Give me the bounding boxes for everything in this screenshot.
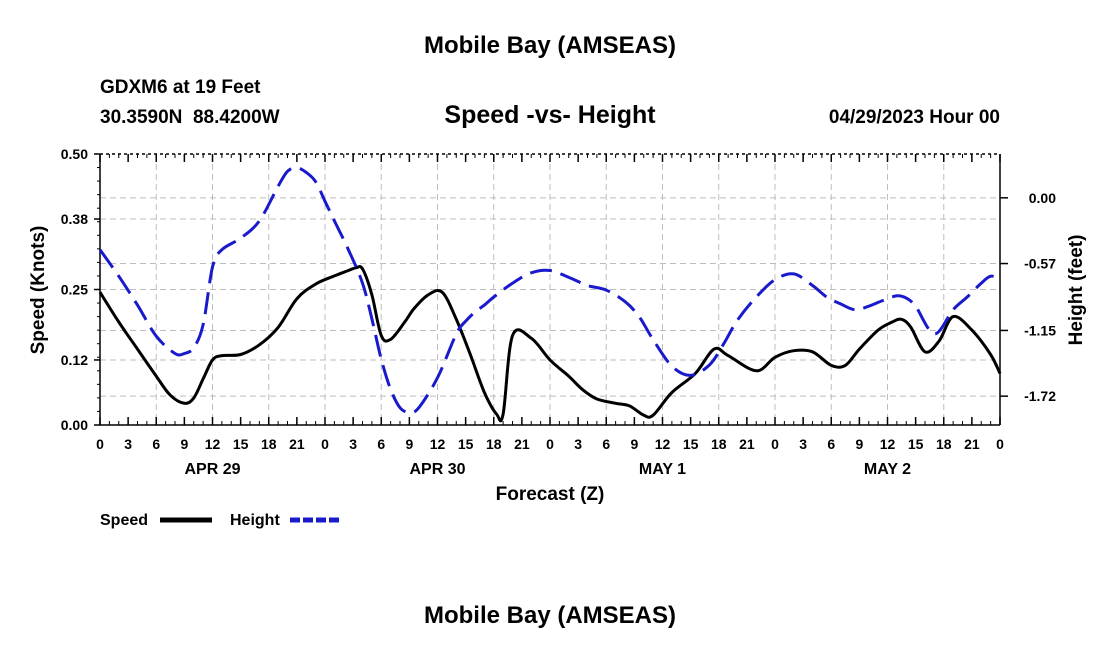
x-tick-label: 3 [799,436,807,452]
x-tick-label: 3 [574,436,582,452]
y-tick-label: 0.50 [61,146,88,162]
y2-axis-label: Height (feet) [1066,235,1087,346]
x-tick-label: 15 [233,436,249,452]
speed-series-line [98,264,1002,423]
bottom-title: Mobile Bay (AMSEAS) [423,602,677,629]
y2-tick-label: -0.57 [1024,256,1056,272]
series [98,166,1002,423]
x-axis-label: Forecast (Z) [496,484,605,505]
x-tick-label: 12 [205,436,221,452]
x-tick-label: 12 [880,436,896,452]
x-tick-label: 0 [996,436,1004,452]
axes: 0 3 6 9 12 15 18 21 0 3 6 9 12 15 18 21 0 3 6 9 12 15 18 21 0 3 6 9… [61,146,1056,478]
x-tick-label: 9 [405,436,413,452]
x-tick-label: 0 [321,436,329,452]
forecast-date-label: 04/29/2023 Hour 00 [828,107,1000,128]
y-tick-label: 0.00 [61,417,88,433]
date-label: MAY 2 [864,461,911,478]
legend: Speed Height [100,512,342,529]
date-label: APR 29 [184,461,240,478]
x-tick-label: 12 [430,436,446,452]
x-tick-label: 3 [124,436,132,452]
x-tick-label: 9 [180,436,188,452]
chart-title: Speed -vs- Height [444,101,656,129]
x-tick-label: 0 [771,436,779,452]
x-tick-label: 6 [602,436,610,452]
x-tick-label: 12 [655,436,671,452]
y2-tick-label: -1.72 [1024,388,1056,404]
station-label: GDXM6 at 19 Feet [100,77,261,98]
date-label: APR 30 [409,461,465,478]
x-tick-label: 18 [711,436,727,452]
x-tick-label: 6 [827,436,835,452]
y2-tick-label: 0.00 [1029,190,1056,206]
x-tick-label: 15 [908,436,924,452]
x-tick-label: 18 [261,436,277,452]
x-tick-label: 21 [739,436,755,452]
x-tick-label: 18 [486,436,502,452]
x-tick-label: 21 [514,436,530,452]
x-tick-label: 21 [964,436,980,452]
x-tick-label: 21 [289,436,305,452]
main-title: Mobile Bay (AMSEAS) [423,32,677,59]
x-tick-label: 18 [936,436,952,452]
legend-speed-label: Speed [100,512,148,529]
grid [100,154,1000,425]
x-tick-label: 15 [458,436,474,452]
x-tick-label: 0 [546,436,554,452]
date-label: MAY 1 [639,461,686,478]
y2-tick-label: -1.15 [1024,322,1056,338]
x-tick-label: 0 [96,436,104,452]
height-series-line [98,166,1001,414]
x-tick-label: 6 [152,436,160,452]
legend-height-label: Height [230,512,280,529]
x-tick-label: 9 [855,436,863,452]
x-tick-label: 9 [630,436,638,452]
y-tick-label: 0.25 [61,282,88,298]
x-tick-label: 6 [377,436,385,452]
coordinates-label: 30.3590N 88.4200W [100,107,280,128]
y-axis-label: Speed (Knots) [28,226,49,355]
x-tick-label: 15 [683,436,699,452]
y-tick-label: 0.12 [61,352,88,368]
x-tick-label: 3 [349,436,357,452]
y-tick-label: 0.38 [61,211,88,227]
